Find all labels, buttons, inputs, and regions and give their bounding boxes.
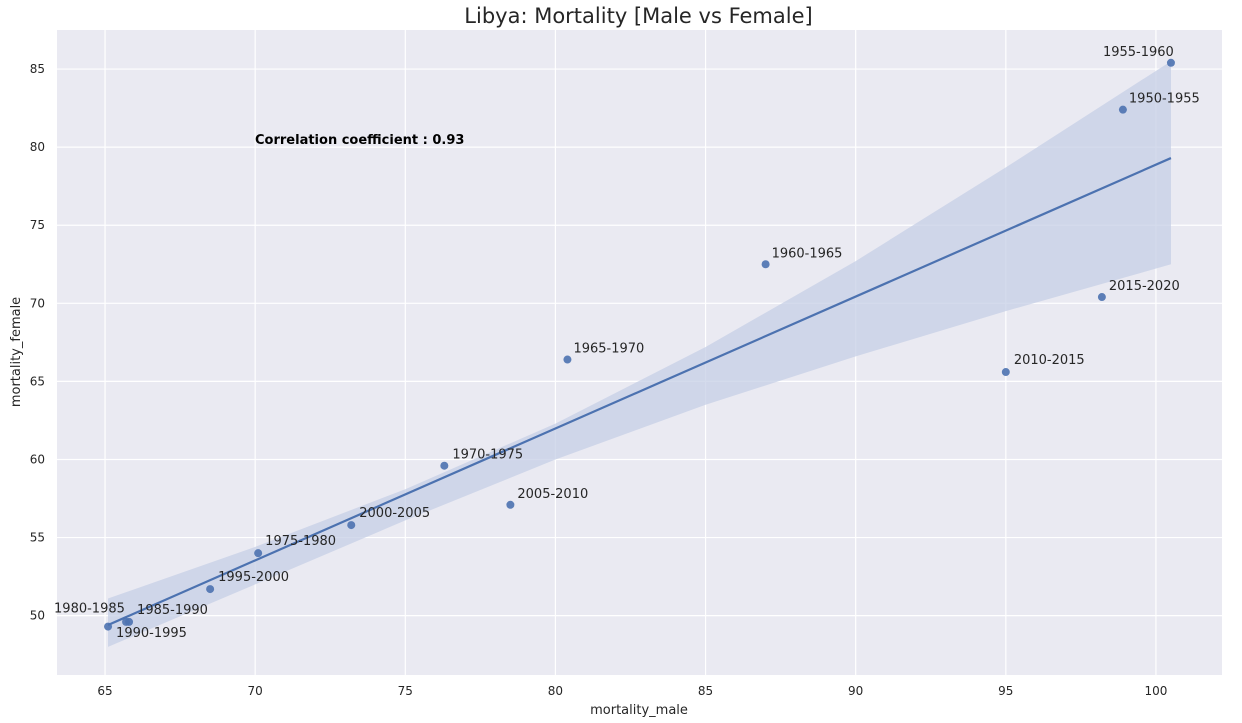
data-point xyxy=(254,549,263,558)
point-label: 1995-2000 xyxy=(218,570,289,585)
point-label: 2000-2005 xyxy=(359,506,430,521)
data-point xyxy=(1001,368,1010,377)
x-tick-label: 70 xyxy=(248,684,263,698)
y-axis-label: mortality_female xyxy=(9,297,24,407)
x-tick-label: 90 xyxy=(848,684,863,698)
point-label: 1955-1960 xyxy=(1103,45,1174,60)
y-tick-label: 65 xyxy=(30,374,45,388)
y-tick-label: 60 xyxy=(30,452,45,466)
point-label: 1975-1980 xyxy=(265,534,336,549)
x-tick-label: 65 xyxy=(97,684,112,698)
x-tick-label: 75 xyxy=(398,684,413,698)
chart-title: Libya: Mortality [Male vs Female] xyxy=(464,4,812,28)
point-label: 2015-2020 xyxy=(1109,279,1180,294)
data-point xyxy=(206,585,215,594)
y-tick-label: 55 xyxy=(30,531,45,545)
point-label: 1960-1965 xyxy=(772,246,843,261)
data-point xyxy=(440,461,449,470)
point-label: 1980-1985 xyxy=(54,602,125,617)
points: 1950-1955 1955-1960 1960-1965 1965-1970 1970… xyxy=(54,45,1200,641)
data-point xyxy=(104,622,113,631)
ticks: 65 70 75 80 85 90 95 100 50 55 60 65 70 75 80 85 xyxy=(30,62,1168,698)
y-tick-label: 80 xyxy=(30,140,45,154)
correlation-annotation: Correlation coefficient : 0.93 xyxy=(255,133,464,148)
point-label: 1990-1995 xyxy=(116,626,187,641)
x-tick-label: 85 xyxy=(698,684,713,698)
data-point xyxy=(1097,293,1106,302)
confidence-band xyxy=(108,61,1171,647)
point-label: 2010-2015 xyxy=(1014,353,1085,368)
x-axis-label: mortality_male xyxy=(590,703,688,718)
point-label: 1950-1955 xyxy=(1129,92,1200,107)
y-tick-label: 70 xyxy=(30,296,45,310)
x-tick-label: 100 xyxy=(1144,684,1167,698)
regression-line xyxy=(107,157,1172,627)
x-tick-label: 95 xyxy=(998,684,1013,698)
data-point xyxy=(347,521,356,530)
x-tick-label: 80 xyxy=(548,684,563,698)
data-point xyxy=(563,355,572,364)
point-label: 1970-1975 xyxy=(452,448,523,463)
y-tick-label: 85 xyxy=(30,62,45,76)
y-tick-label: 50 xyxy=(30,609,45,623)
data-point xyxy=(1118,105,1127,114)
point-label: 1965-1970 xyxy=(573,342,644,357)
point-label: 1985-1990 xyxy=(137,603,208,618)
data-point xyxy=(122,617,131,626)
point-label: 2005-2010 xyxy=(517,487,588,502)
data-point xyxy=(506,500,515,509)
y-tick-label: 75 xyxy=(30,218,45,232)
data-point xyxy=(1166,58,1175,67)
data-point xyxy=(761,260,770,269)
